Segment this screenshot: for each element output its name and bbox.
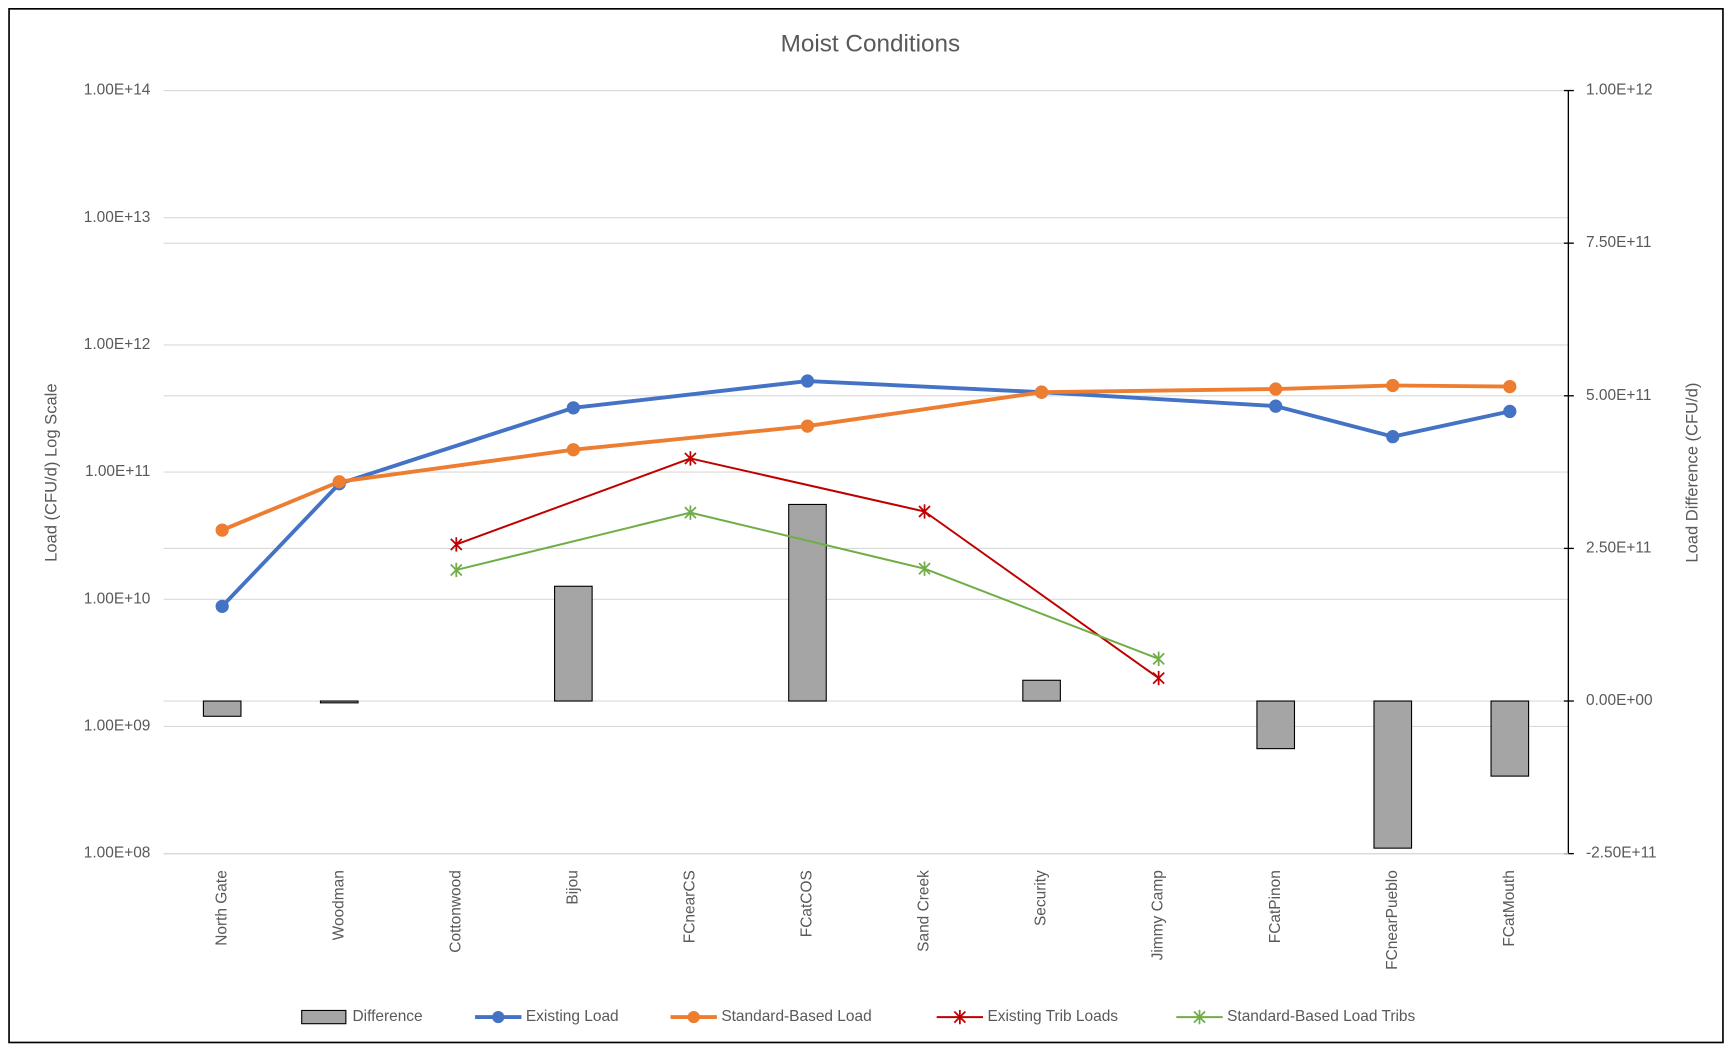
line	[220, 383, 1512, 533]
marker	[1152, 651, 1165, 667]
marker	[918, 561, 931, 576]
x-tick-label: FCatCOS	[799, 870, 816, 937]
marker	[215, 599, 229, 613]
chart-title: Moist Conditions	[781, 31, 961, 58]
legend-swatch	[301, 1009, 347, 1025]
line	[455, 457, 1160, 680]
y2-axis-title: Load Difference (CFU/d)	[1683, 383, 1702, 563]
x-tick-label: North Gate	[213, 870, 230, 946]
marker	[450, 562, 463, 578]
y2-tick-label: 1.00E+12	[1586, 82, 1653, 99]
marker	[566, 401, 580, 415]
bar	[319, 700, 359, 704]
bar	[1022, 679, 1061, 702]
legend-label: Existing Load	[526, 1008, 619, 1025]
series	[450, 451, 1165, 686]
legend-marker	[953, 1009, 967, 1025]
marker	[1269, 399, 1283, 413]
marker	[1152, 670, 1165, 686]
marker	[800, 419, 815, 433]
line	[455, 511, 1160, 660]
legend-marker	[1193, 1009, 1206, 1025]
chart-frame	[8, 8, 1724, 1044]
y-tick-label: 1.00E+14	[84, 82, 151, 99]
x-tick-label: FCnearPueblo	[1384, 870, 1401, 970]
y2-tick-label: 5.00E+11	[1586, 387, 1651, 404]
y-tick-label: 1.00E+09	[84, 718, 151, 735]
marker	[684, 505, 697, 520]
legend-marker	[687, 1011, 700, 1024]
marker	[215, 523, 229, 537]
marker	[332, 475, 346, 489]
y-tick-label: 1.00E+12	[84, 336, 151, 353]
marker	[1386, 430, 1400, 444]
bar	[1490, 700, 1530, 777]
x-tick-label: FCatMouth	[1501, 870, 1518, 946]
y2-tick-label: 2.50E+11	[1586, 539, 1651, 556]
grid	[163, 90, 1569, 855]
legend-label: Existing Trib Loads	[987, 1008, 1118, 1025]
y2-tick-label: 7.50E+11	[1586, 234, 1651, 251]
marker	[1386, 378, 1400, 393]
y-tick-label: 1.00E+08	[84, 845, 151, 862]
legend-marker	[492, 1011, 505, 1024]
legend-label: Standard-Based Load	[721, 1008, 871, 1025]
y2-tick-label: -2.50E+11	[1586, 845, 1657, 862]
x-tick-label: Sand Creek	[916, 870, 933, 952]
y-axis-title: Load (CFU/d) Log Scale	[41, 383, 60, 561]
line	[220, 379, 1512, 609]
x-tick-label: Bijou	[564, 870, 581, 904]
x-tick-label: FCatPinon	[1267, 870, 1284, 943]
legend-label: Standard-Based Load Tribs	[1227, 1008, 1415, 1025]
y2-tick-label: 0.00E+00	[1586, 692, 1653, 709]
bar	[1373, 700, 1413, 849]
series	[215, 378, 1517, 537]
marker	[1034, 385, 1049, 399]
bar	[788, 503, 827, 702]
marker	[566, 443, 580, 457]
marker	[684, 451, 697, 466]
bar	[1256, 700, 1296, 750]
bar	[202, 700, 242, 717]
y-tick-label: 1.00E+13	[84, 209, 151, 226]
y-tick-label: 1.00E+11	[85, 463, 150, 480]
bar	[554, 585, 593, 702]
series	[450, 505, 1165, 667]
marker	[800, 374, 815, 388]
x-tick-label: Cottonwood	[447, 870, 464, 952]
x-tick-label: Security	[1033, 870, 1050, 926]
x-tick-label: Jimmy Camp	[1150, 870, 1167, 960]
marker	[1503, 404, 1517, 419]
x-tick-label: FCnearCS	[681, 870, 698, 943]
marker	[1269, 382, 1283, 396]
legend-label: Difference	[352, 1008, 422, 1025]
x-tick-label: Woodman	[330, 870, 347, 940]
marker	[450, 537, 463, 552]
marker	[1503, 379, 1517, 394]
y-tick-label: 1.00E+10	[84, 590, 151, 607]
marker	[918, 504, 931, 519]
